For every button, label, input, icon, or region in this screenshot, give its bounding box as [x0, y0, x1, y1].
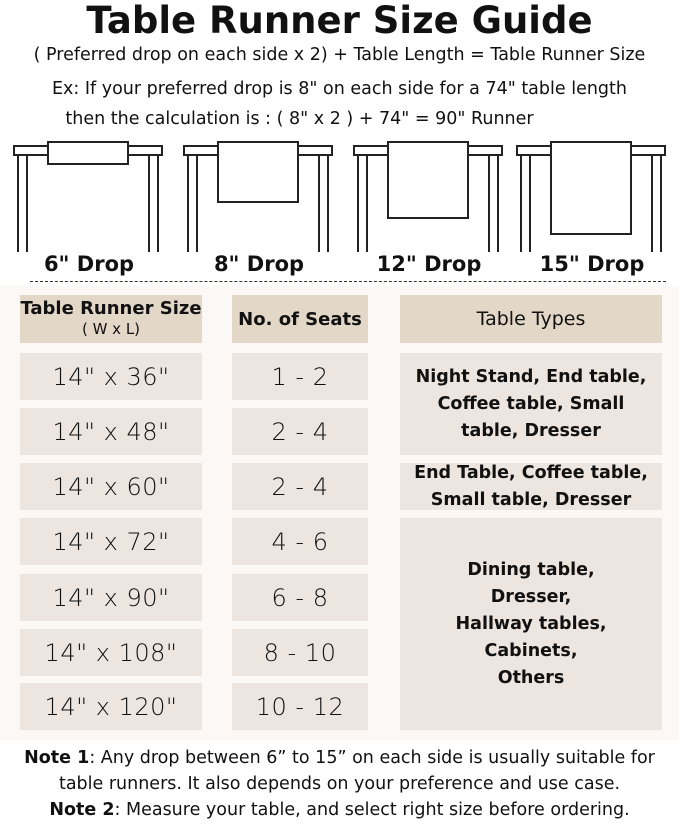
drop-label: 6" Drop: [43, 252, 135, 276]
table-types-cell: Night Stand, End table, Coffee table, Sm…: [400, 353, 662, 455]
seats-cell: 8 - 10: [232, 629, 368, 676]
example-line-2: then the calculation is : ( 8" x 2 ) + 7…: [65, 109, 534, 129]
runner: [217, 141, 299, 203]
size-cell: 14" x 72": [20, 518, 202, 565]
seats-cell: 2 - 4: [232, 408, 368, 455]
notes: Note 1: Any drop between 6” to 15” on ea…: [0, 745, 679, 823]
drop-label: 8" Drop: [213, 252, 305, 276]
runner: [387, 141, 469, 219]
table-illustration: [182, 140, 334, 252]
header-types: Table Types: [400, 295, 662, 343]
header-size-sub: ( W x L): [81, 320, 141, 338]
size-cell: 14" x 108": [20, 629, 202, 676]
runner: [550, 141, 632, 235]
example-line-1: Ex: If your preferred drop is 8" on each…: [51, 79, 627, 99]
table-illustration: [515, 140, 667, 252]
seats-cell: 4 - 6: [232, 518, 368, 565]
seats-cell: 10 - 12: [232, 683, 368, 730]
size-cell: 14" x 48": [20, 408, 202, 455]
note-2: Note 2: Measure your table, and select r…: [49, 800, 630, 820]
formula-text: ( Preferred drop on each side x 2) + Tab…: [33, 45, 646, 65]
page-title: Table Runner Size Guide: [86, 0, 593, 42]
size-table: Table Runner Size ( W x L) No. of Seats …: [0, 286, 679, 740]
runner: [47, 141, 129, 165]
header-size-label: Table Runner Size: [20, 298, 202, 319]
note-1: Note 1: Any drop between 6” to 15” on ea…: [24, 748, 655, 794]
drop-label: 15" Drop: [539, 252, 645, 276]
seats-cell: 6 - 8: [232, 574, 368, 621]
table-types-cell: Dining table, Dresser, Hallway tables, C…: [400, 518, 662, 730]
size-cell: 14" x 60": [20, 463, 202, 510]
table-illustration: [352, 140, 504, 252]
header-seats: No. of Seats: [232, 295, 368, 343]
size-cell: 14" x 90": [20, 574, 202, 621]
divider: [30, 281, 666, 282]
size-cell: 14" x 36": [20, 353, 202, 400]
seats-cell: 1 - 2: [232, 353, 368, 400]
drop-label: 12" Drop: [376, 252, 482, 276]
table-illustration: [12, 140, 164, 252]
table-types-cell: End Table, Coffee table, Small table, Dr…: [400, 463, 662, 510]
header-size: Table Runner Size ( W x L): [20, 295, 202, 343]
seats-cell: 2 - 4: [232, 463, 368, 510]
size-cell: 14" x 120": [20, 683, 202, 730]
